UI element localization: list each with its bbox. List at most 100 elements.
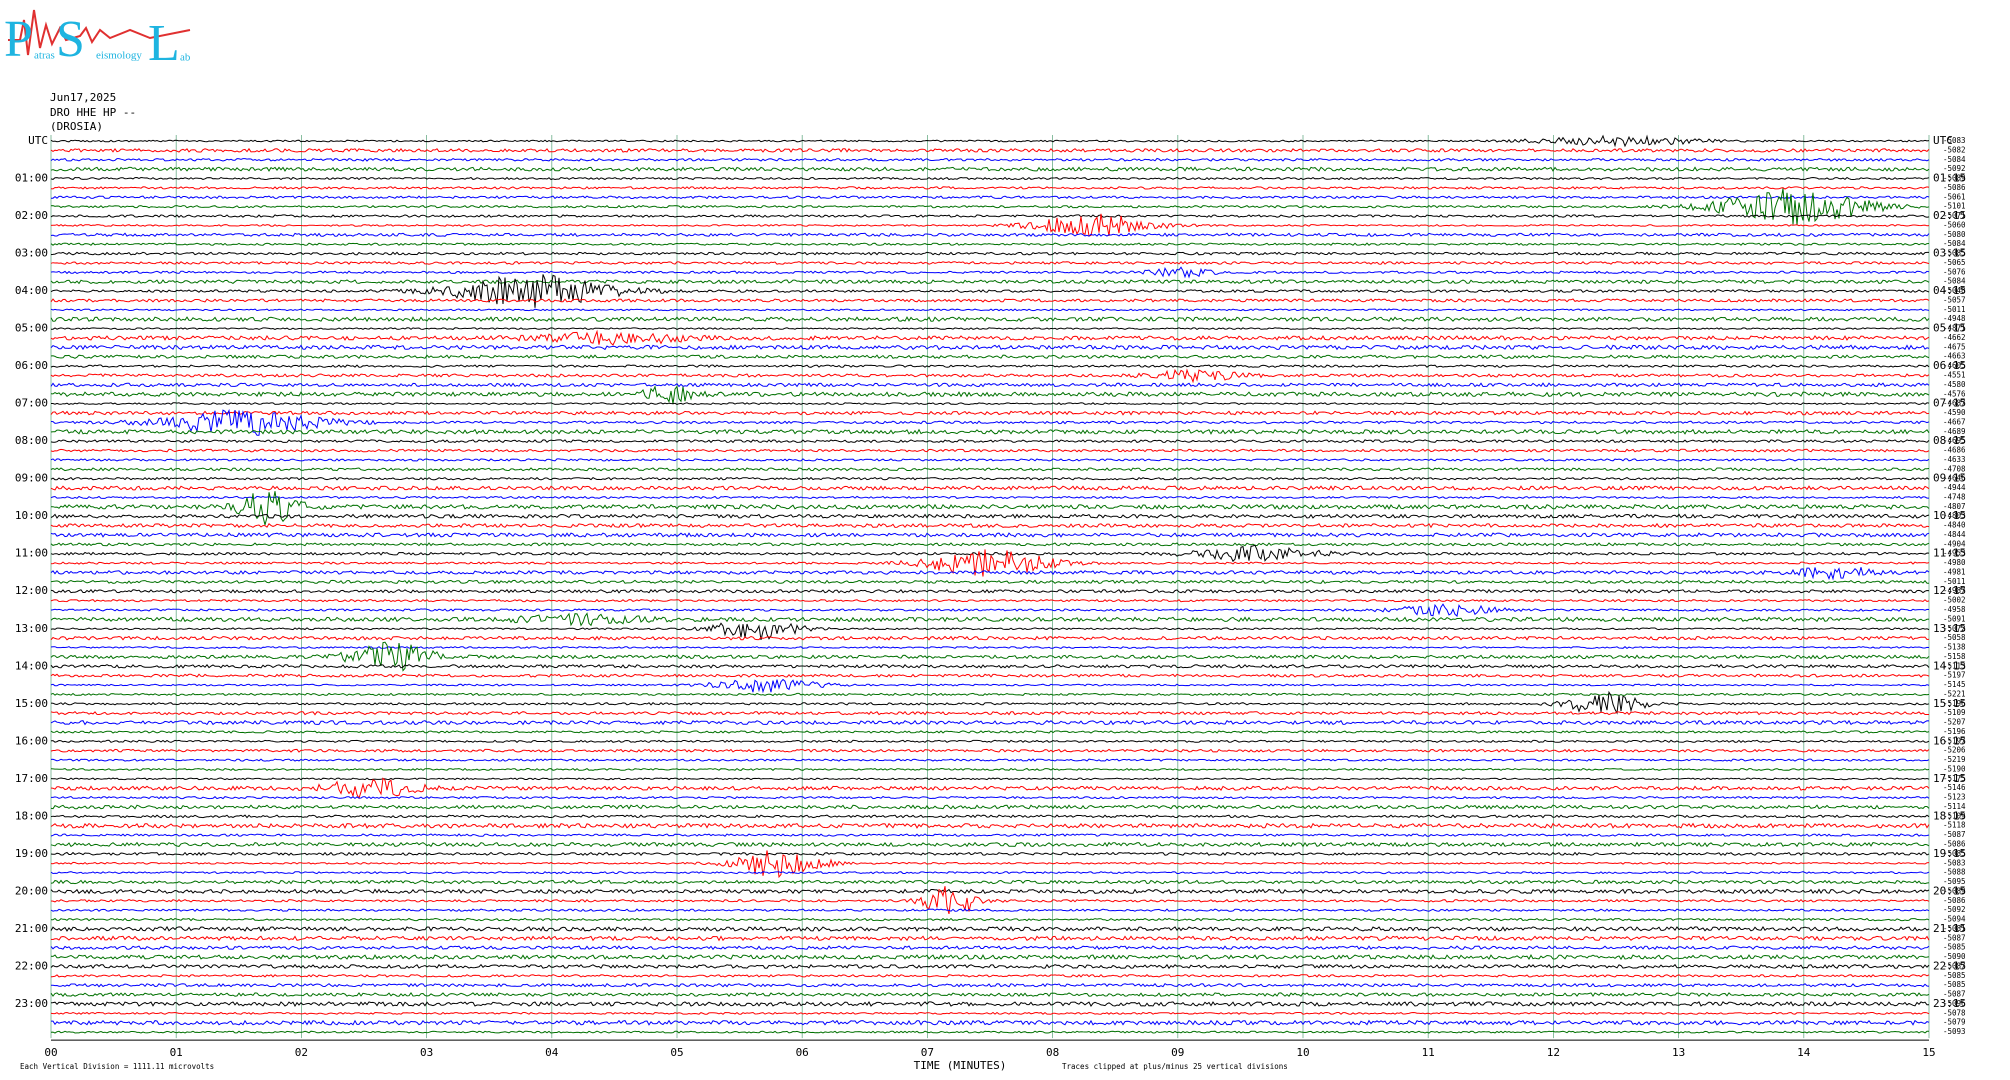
trace [50,176,1930,181]
right-time-label: 04:15 [1933,284,1966,297]
trace [50,251,1929,256]
trace [50,344,1930,351]
scale-note: Each Vertical Division = 1111.11 microvo… [20,1062,214,1071]
trace-end-value: -4590 [1943,408,1966,417]
x-tick-label: 00 [44,1046,57,1059]
trace-end-value: -5065 [1943,258,1966,267]
trace [50,542,1930,547]
trace [50,448,1930,453]
trace [51,917,1930,922]
trace [50,513,1930,519]
trace-end-value: -5175 [1943,774,1966,783]
trace [50,522,1930,529]
trace [50,186,1930,190]
left-time-label: 16:00 [15,734,48,747]
right-time-label: 14:15 [1933,659,1966,672]
trace-end-value: -5058 [1943,633,1966,642]
trace [50,279,1930,285]
trace [50,710,1929,716]
trace [50,382,1930,388]
trace-end-value: -5197 [1943,736,1966,745]
trace [50,641,1930,672]
trace [50,992,1930,998]
trace [50,195,1930,200]
trace-end-value: -5219 [1943,755,1966,764]
trace-end-value: -5081 [1943,924,1966,933]
trace-end-value: -4580 [1943,380,1966,389]
trace [50,622,1930,641]
left-time-label: 23:00 [15,997,48,1010]
trace-end-value: -5109 [1943,708,1966,717]
trace-end-value: -5087 [1943,990,1966,999]
channel: DRO HHE HP -- [50,106,136,119]
trace [50,354,1930,360]
trace [50,945,1930,951]
trace [50,739,1930,743]
trace-end-value: -5086 [1943,896,1966,905]
trace-end-value: -4904 [1943,539,1966,548]
left-time-label: 13:00 [15,622,48,635]
trace-end-value: -5060 [1943,220,1966,229]
trace [50,260,1930,265]
trace-end-value: -5083 [1943,858,1966,867]
trace-end-value: -5084 [1943,277,1966,286]
trace-end-value: -4844 [1943,530,1966,539]
x-tick-label: 10 [1296,1046,1309,1059]
trace-end-value: -5096 [1943,999,1966,1008]
trace [50,850,1930,879]
trace-end-value: -4807 [1943,502,1966,511]
trace [50,544,1930,563]
trace-end-value: -5082 [1943,145,1966,154]
trace [50,690,1930,715]
trace [50,692,1930,697]
right-time-label: 16:15 [1933,734,1966,747]
trace-end-value: -4633 [1943,455,1966,464]
trace [50,603,1930,617]
trace [50,214,1930,218]
left-time-label: 07:00 [15,397,48,410]
trace-end-value: -4987 [1943,586,1966,595]
right-time-label: 12:15 [1933,584,1966,597]
right-time-label: 17:15 [1933,772,1966,785]
trace-end-value: -5206 [1943,746,1966,755]
trace-end-value: -5158 [1943,652,1966,661]
trace [50,157,1930,162]
trace [50,408,1930,436]
x-axis-title: TIME (MINUTES) [914,1059,1007,1072]
right-time-label: 22:15 [1933,959,1966,972]
trace [50,1030,1929,1034]
trace [50,476,1930,481]
station: (DROSIA) [50,120,103,133]
trace [50,316,1930,323]
trace-end-value: -4687 [1943,399,1966,408]
right-time-label: UTC [1933,134,1953,147]
trace-end-value: -5089 [1943,886,1966,895]
trace [50,567,1930,581]
right-time-label: 05:15 [1933,322,1966,335]
x-tick-label: 12 [1547,1046,1560,1059]
right-time-label: 10:15 [1933,509,1966,522]
trace [50,612,1930,627]
trace-end-value: -5109 [1943,811,1966,820]
trace-end-value: -4689 [1943,427,1966,436]
trace-end-value: -5083 [1943,136,1966,145]
trace [50,767,1930,771]
trace [50,851,1930,856]
trace [50,888,1930,895]
trace [50,308,1930,312]
trace [50,579,1930,585]
x-tick-label: 03 [420,1046,433,1059]
left-time-label: 06:00 [15,359,48,372]
trace-end-value: -5221 [1943,689,1966,698]
trace-end-value: -5113 [1943,661,1966,670]
trace-end-value: -4695 [1943,436,1966,445]
trace [50,598,1930,603]
logo-word: atras [34,50,55,62]
trace-end-value: -5011 [1943,577,1966,586]
trace [50,963,1930,970]
trace-end-value: -5085 [1943,249,1966,258]
trace [50,646,1930,650]
trace-end-value: -4667 [1943,417,1966,426]
trace [50,458,1930,462]
trace-end-value: -5095 [1943,877,1966,886]
